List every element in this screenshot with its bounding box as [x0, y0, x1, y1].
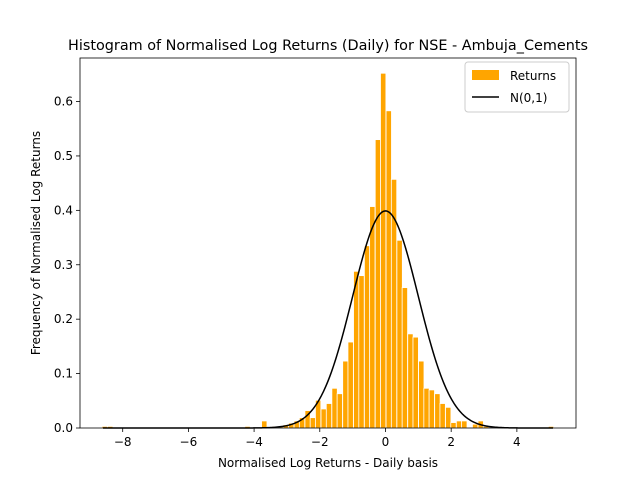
histogram-bar	[472, 423, 479, 429]
histogram-bar	[309, 417, 316, 429]
x-tick-label: 2	[447, 435, 455, 449]
y-tick-label: 0.5	[54, 149, 73, 163]
histogram-bar	[450, 422, 457, 429]
histogram-bar	[401, 287, 408, 429]
legend-returns-label: Returns	[510, 69, 556, 83]
histogram-bar	[455, 420, 463, 429]
x-tick-label: −8	[114, 435, 132, 449]
histogram-bar	[385, 110, 392, 429]
histogram-bar	[445, 406, 452, 429]
y-tick-label: 0.6	[54, 95, 73, 109]
x-tick-label: 0	[382, 435, 390, 449]
y-tick-label: 0.1	[54, 367, 73, 381]
x-axis-label: Normalised Log Returns - Daily basis	[218, 456, 438, 470]
y-axis-label: Frequency of Normalised Log Returns	[29, 131, 43, 355]
histogram-bar	[369, 206, 376, 429]
histogram-bar	[342, 360, 349, 429]
histogram-bar	[461, 420, 468, 429]
y-tick-label: 0.3	[54, 258, 73, 272]
y-tick-label: 0.0	[54, 421, 73, 435]
chart-title: Histogram of Normalised Log Returns (Dai…	[68, 38, 588, 54]
histogram-bar	[325, 403, 333, 429]
histogram-bar	[331, 387, 338, 429]
histogram-bar	[347, 341, 354, 429]
histogram-bar	[320, 408, 327, 429]
x-tick-label: 4	[513, 435, 521, 449]
histogram-bar	[261, 420, 268, 429]
legend: Returns N(0,1)	[464, 61, 570, 113]
legend-normal-label: N(0,1)	[510, 91, 547, 105]
y-tick-label: 0.4	[54, 203, 73, 217]
histogram-bar	[412, 336, 419, 429]
histogram-bar	[439, 403, 446, 429]
histogram-bar	[380, 72, 387, 429]
x-tick-label: −6	[180, 435, 198, 449]
histogram-bar	[418, 360, 425, 429]
histogram-bar	[396, 239, 403, 429]
histogram-bar	[434, 393, 441, 429]
histogram-bar	[374, 139, 382, 429]
x-tick-label: −2	[311, 435, 329, 449]
histogram-bar	[423, 387, 430, 429]
histogram-bar	[353, 270, 360, 429]
x-tick-label: −4	[245, 435, 263, 449]
y-tick-label: 0.2	[54, 312, 73, 326]
y-axis: 0.0 0.1 0.2 0.3 0.4 0.5 0.6	[54, 95, 80, 435]
plot-area-frame	[79, 57, 577, 429]
histogram-bar	[358, 275, 365, 429]
x-axis: −8 −6 −4 −2 0 2 4	[114, 428, 521, 449]
histogram-bar	[390, 178, 398, 429]
histogram-bar	[407, 333, 414, 429]
histogram-bar	[336, 393, 343, 429]
legend-returns-swatch	[472, 70, 499, 80]
histogram-bar	[363, 245, 371, 429]
histogram-bar	[428, 389, 435, 429]
